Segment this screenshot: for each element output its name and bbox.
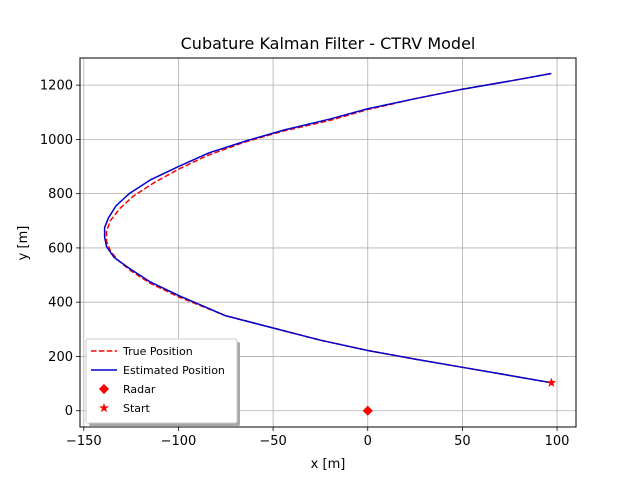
- legend-label: Start: [123, 402, 151, 415]
- estimated-position-line: [103, 72, 552, 384]
- x-tick-label: 50: [454, 434, 471, 449]
- x-tick-label: 100: [545, 434, 570, 449]
- x-axis-label: x [m]: [311, 457, 346, 472]
- y-tick-label: 0: [65, 404, 73, 419]
- legend-box: [85, 338, 238, 424]
- legend-label: Estimated Position: [123, 364, 225, 377]
- x-tick-label: −150: [66, 434, 102, 449]
- legend-label: Radar: [123, 383, 156, 396]
- x-axis: −150 −100 −50 0 50 100: [66, 427, 570, 449]
- y-axis: 0 200 400 600 800 1000 1200: [40, 79, 80, 419]
- y-tick-label: 400: [48, 296, 73, 311]
- x-tick-label: −50: [259, 434, 286, 449]
- start-marker: [546, 377, 557, 387]
- plot-frame: [79, 57, 577, 428]
- y-tick-label: 200: [48, 350, 73, 365]
- y-axis-label: y [m]: [16, 226, 31, 261]
- legend: True Position Estimated Position Radar Star…: [85, 338, 240, 426]
- y-tick-label: 1200: [40, 79, 73, 94]
- x-tick-label: 0: [364, 434, 372, 449]
- y-tick-label: 600: [48, 241, 73, 256]
- legend-start-swatch: [99, 402, 109, 413]
- radar-marker: [362, 405, 373, 416]
- y-tick-label: 800: [48, 187, 73, 202]
- y-tick-label: 1000: [40, 133, 73, 148]
- legend-label: True Position: [122, 345, 193, 358]
- x-tick-label: −100: [161, 434, 197, 449]
- legend-radar-swatch: [98, 383, 110, 395]
- chart-title: Cubature Kalman Filter - CTRV Model: [181, 34, 476, 53]
- plot-area: [103, 72, 557, 416]
